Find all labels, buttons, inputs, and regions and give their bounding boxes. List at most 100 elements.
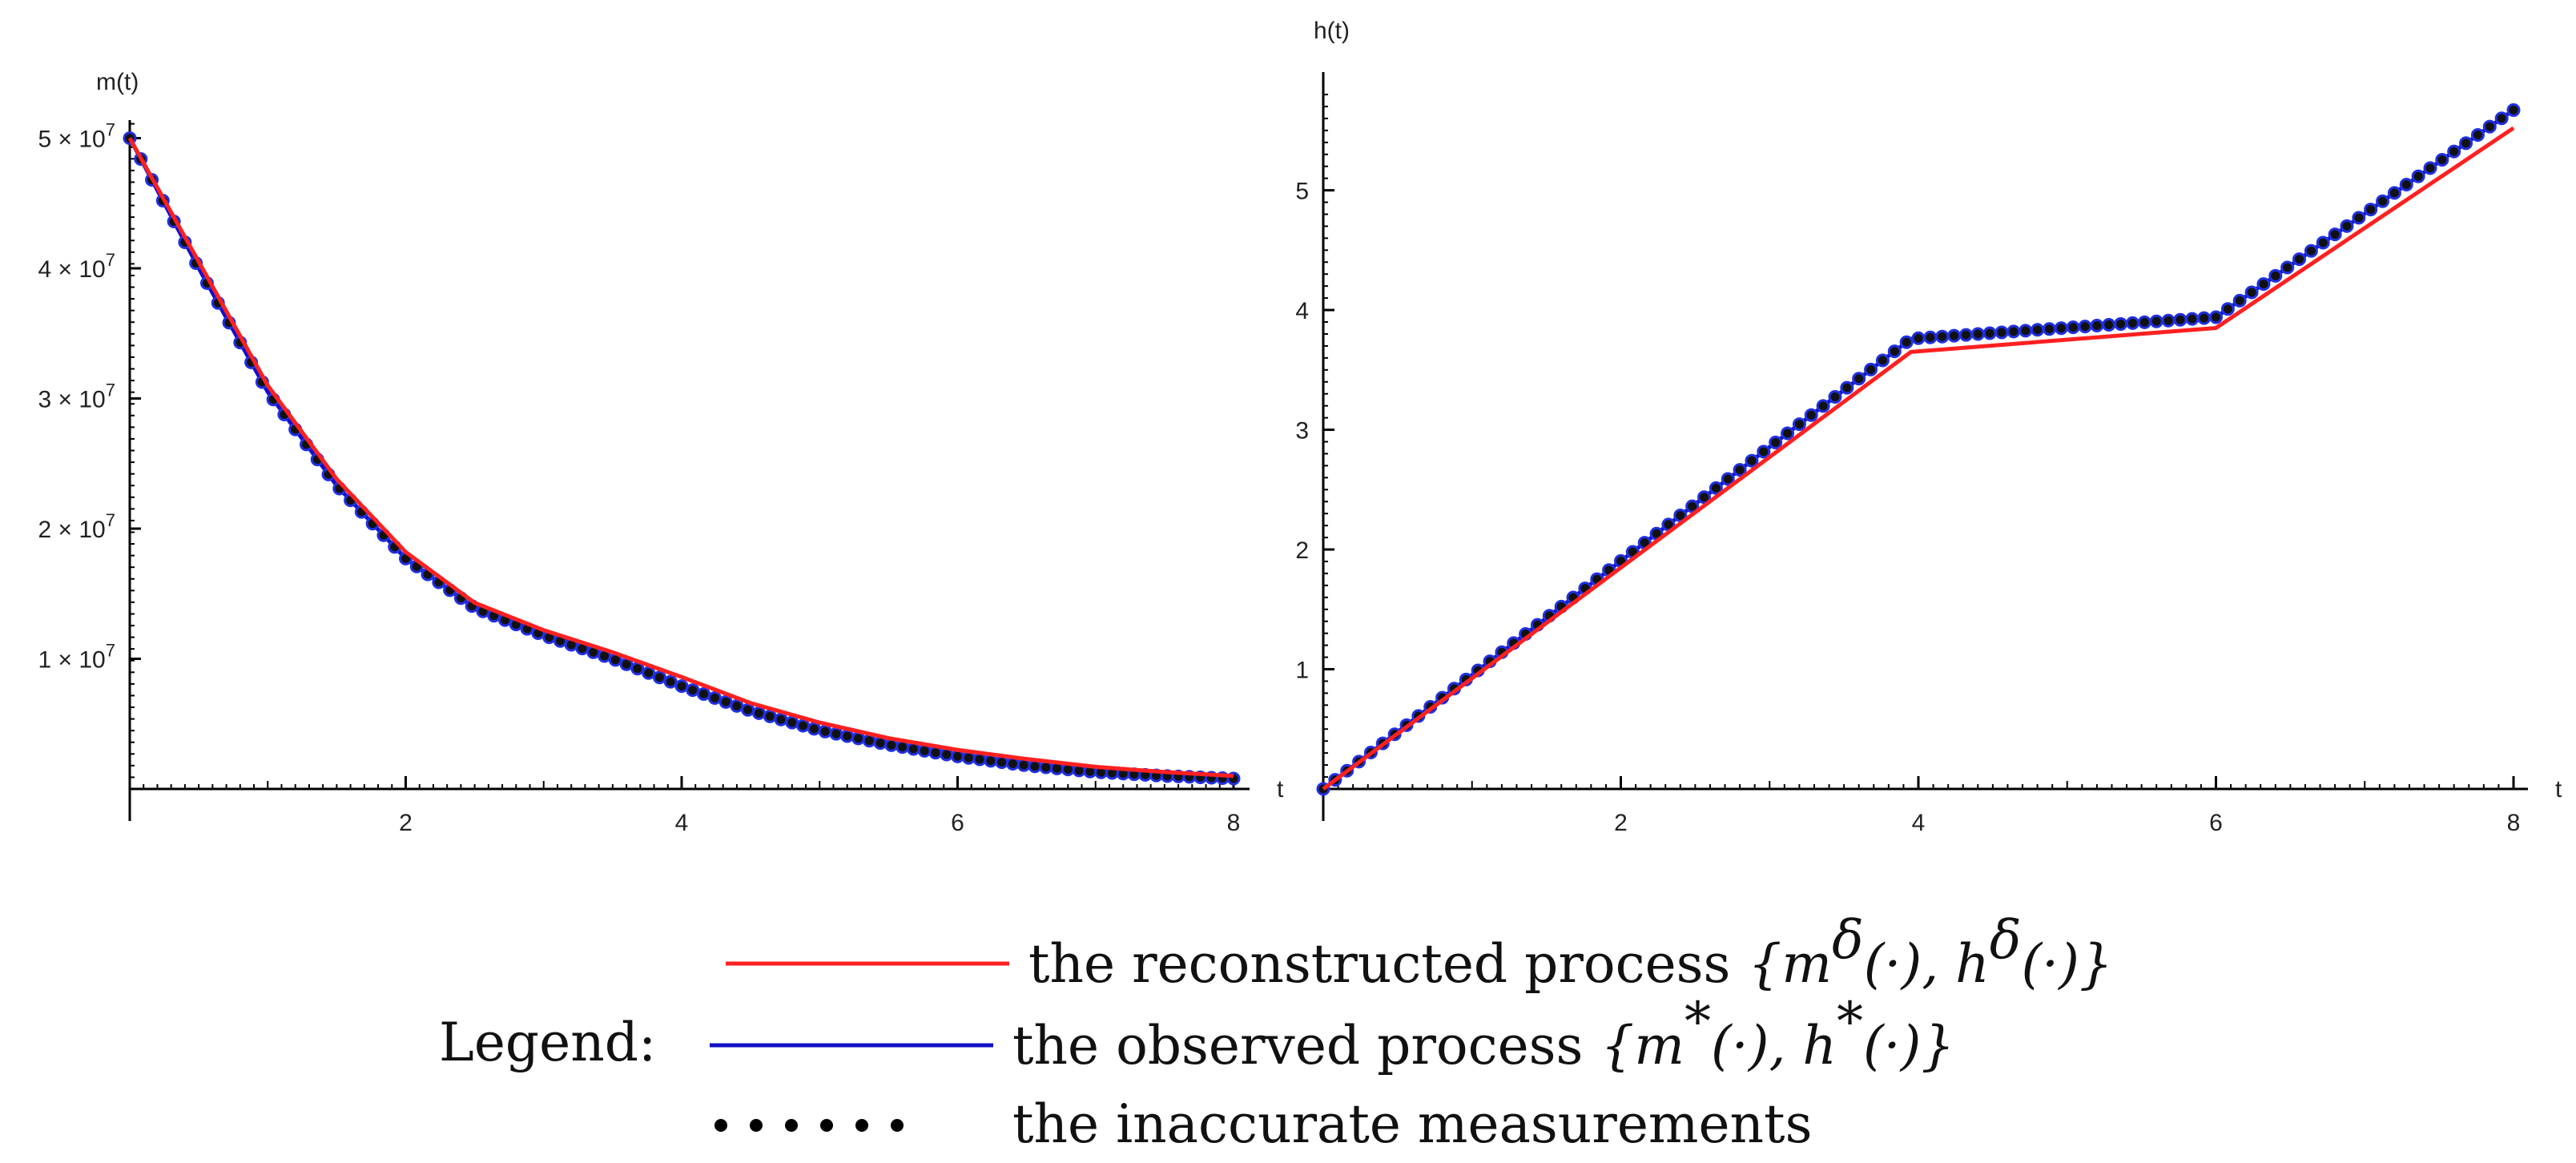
- measurement-point: [862, 734, 876, 748]
- measurement-point: [785, 715, 799, 730]
- measurement-point: [2376, 194, 2390, 208]
- measurement-point: [840, 729, 855, 743]
- legend-text-measurements: the inaccurate measurements: [1012, 1093, 1812, 1155]
- y-tick-label: 1 × 107: [38, 641, 116, 674]
- measurement-point: [1887, 344, 1902, 359]
- measurement-point: [961, 751, 976, 765]
- measurement-point: [2316, 235, 2330, 250]
- measurement-point: [2470, 127, 2485, 142]
- measurement-point: [2459, 136, 2473, 151]
- measurement-point: [1958, 328, 1973, 342]
- measurement-point: [1685, 499, 1700, 513]
- y-tick-label: 5: [1295, 179, 1309, 205]
- measurement-point: [1709, 481, 1723, 495]
- legend-dot: [785, 1119, 798, 1132]
- measurement-point: [741, 702, 755, 717]
- y-tick-label: 4: [1295, 298, 1309, 324]
- chart-m-of-t: 2 4 6 8 1 × 107 2 × 107 3 × 107 4 × 107 5 × 107 m…: [38, 69, 1285, 836]
- measurement-point: [1982, 326, 1997, 340]
- measurement-point: [2506, 103, 2521, 117]
- measurement-point: [718, 694, 733, 709]
- legend: Legend: the reconstructed process {mδ(·)…: [439, 909, 2113, 1155]
- legend-math-reconstructed-sup2: δ: [1990, 909, 2022, 971]
- legend-entry-observed: the observed process {m*(·), h*(·)}: [1012, 991, 1954, 1076]
- legend-text-observed: the observed process: [1012, 1015, 1583, 1076]
- measurement-point: [2114, 316, 2128, 331]
- measurement-point: [686, 683, 700, 698]
- measurement-point: [697, 687, 711, 702]
- x-tick-label: 8: [1227, 810, 1241, 836]
- measurement-point: [1852, 372, 1866, 386]
- measurement-point: [972, 752, 987, 767]
- measurement-point: [818, 724, 832, 738]
- measurement-point: [2019, 324, 2033, 338]
- x-tick-label: 6: [951, 810, 964, 836]
- measurement-point: [1899, 335, 1914, 349]
- measurement-point: [730, 698, 744, 713]
- measurement-point: [951, 749, 964, 763]
- measurement-point: [1816, 399, 1830, 413]
- measurement-point: [1757, 445, 1771, 459]
- legend-math-reconstructed-b: (·), h: [1864, 933, 1990, 995]
- measurement-point: [2352, 211, 2366, 225]
- measurement-point: [663, 674, 678, 689]
- legend-dot: [714, 1119, 727, 1132]
- legend-dot: [855, 1119, 868, 1132]
- y-tick-label: 3 × 107: [38, 380, 116, 413]
- measurement-point: [2137, 315, 2151, 329]
- measurement-point: [2387, 186, 2401, 200]
- legend-math-observed-b: (·), h: [1711, 1015, 1837, 1076]
- y-tick-label: 2 × 107: [38, 510, 116, 543]
- legend-entry-reconstructed: the reconstructed process {mδ(·), hδ(·)}: [1028, 909, 2113, 995]
- legend-text-reconstructed: the reconstructed process: [1028, 933, 1730, 995]
- x-axis-label: t: [1277, 776, 1284, 803]
- measurement-point: [2399, 178, 2413, 192]
- measurement-point: [1781, 426, 1795, 441]
- legend-math-reconstructed-c: (·)}: [2021, 933, 2112, 995]
- measurement-point: [1792, 417, 1806, 432]
- measurement-point: [2090, 319, 2104, 333]
- legend-math-observed-c: (·)}: [1863, 1015, 1954, 1076]
- x-tick-label: 4: [1912, 810, 1926, 836]
- y-axis-label: h(t): [1314, 18, 1350, 44]
- legend-dot: [820, 1119, 833, 1132]
- measurement-point: [2078, 320, 2092, 334]
- x-tick-label: 2: [399, 810, 413, 836]
- y-tick-label: 5 × 107: [38, 120, 116, 153]
- measurement-point: [1804, 408, 1818, 422]
- measurement-point: [674, 679, 689, 694]
- measurement-point: [1733, 463, 1747, 477]
- measurement-point: [2256, 277, 2271, 292]
- measurement-point: [2364, 203, 2378, 217]
- y-tick-label: 3: [1295, 418, 1309, 445]
- measurement-point: [2435, 152, 2449, 167]
- measurement-point: [2447, 144, 2461, 159]
- series-reconstructed-line: [1322, 126, 2515, 791]
- measurement-point: [2185, 312, 2200, 326]
- measurement-point: [1864, 362, 1878, 376]
- measurement-point: [1911, 331, 1926, 345]
- measurement-point: [707, 690, 722, 705]
- x-tick-label: 6: [2209, 810, 2223, 836]
- x-tick-label: 2: [1614, 810, 1628, 836]
- legend-math-reconstructed-a: {m: [1748, 933, 1832, 995]
- legend-label: Legend:: [439, 1012, 656, 1073]
- measurement-point: [1875, 353, 1890, 368]
- measurement-point: [2340, 219, 2354, 233]
- measurement-point: [1016, 758, 1031, 772]
- measurement-point: [2292, 252, 2307, 267]
- chart-h-of-t: 2 4 6 8 1 2 3 4 5 h(t) t: [1295, 18, 2562, 836]
- series-observed-line: [1322, 108, 2515, 791]
- measurement-point: [2411, 169, 2425, 183]
- measurement-point: [2244, 285, 2259, 300]
- measurement-point: [2482, 119, 2497, 134]
- measurement-point: [1769, 435, 1783, 449]
- measurement-point: [652, 670, 666, 685]
- measurement-point: [642, 666, 656, 680]
- measurement-point: [1947, 328, 1962, 343]
- measurement-point: [1005, 756, 1020, 771]
- measurement-point: [2031, 323, 2045, 337]
- measurement-point: [2149, 314, 2163, 328]
- legend-math-observed-sup2: *: [1837, 991, 1863, 1052]
